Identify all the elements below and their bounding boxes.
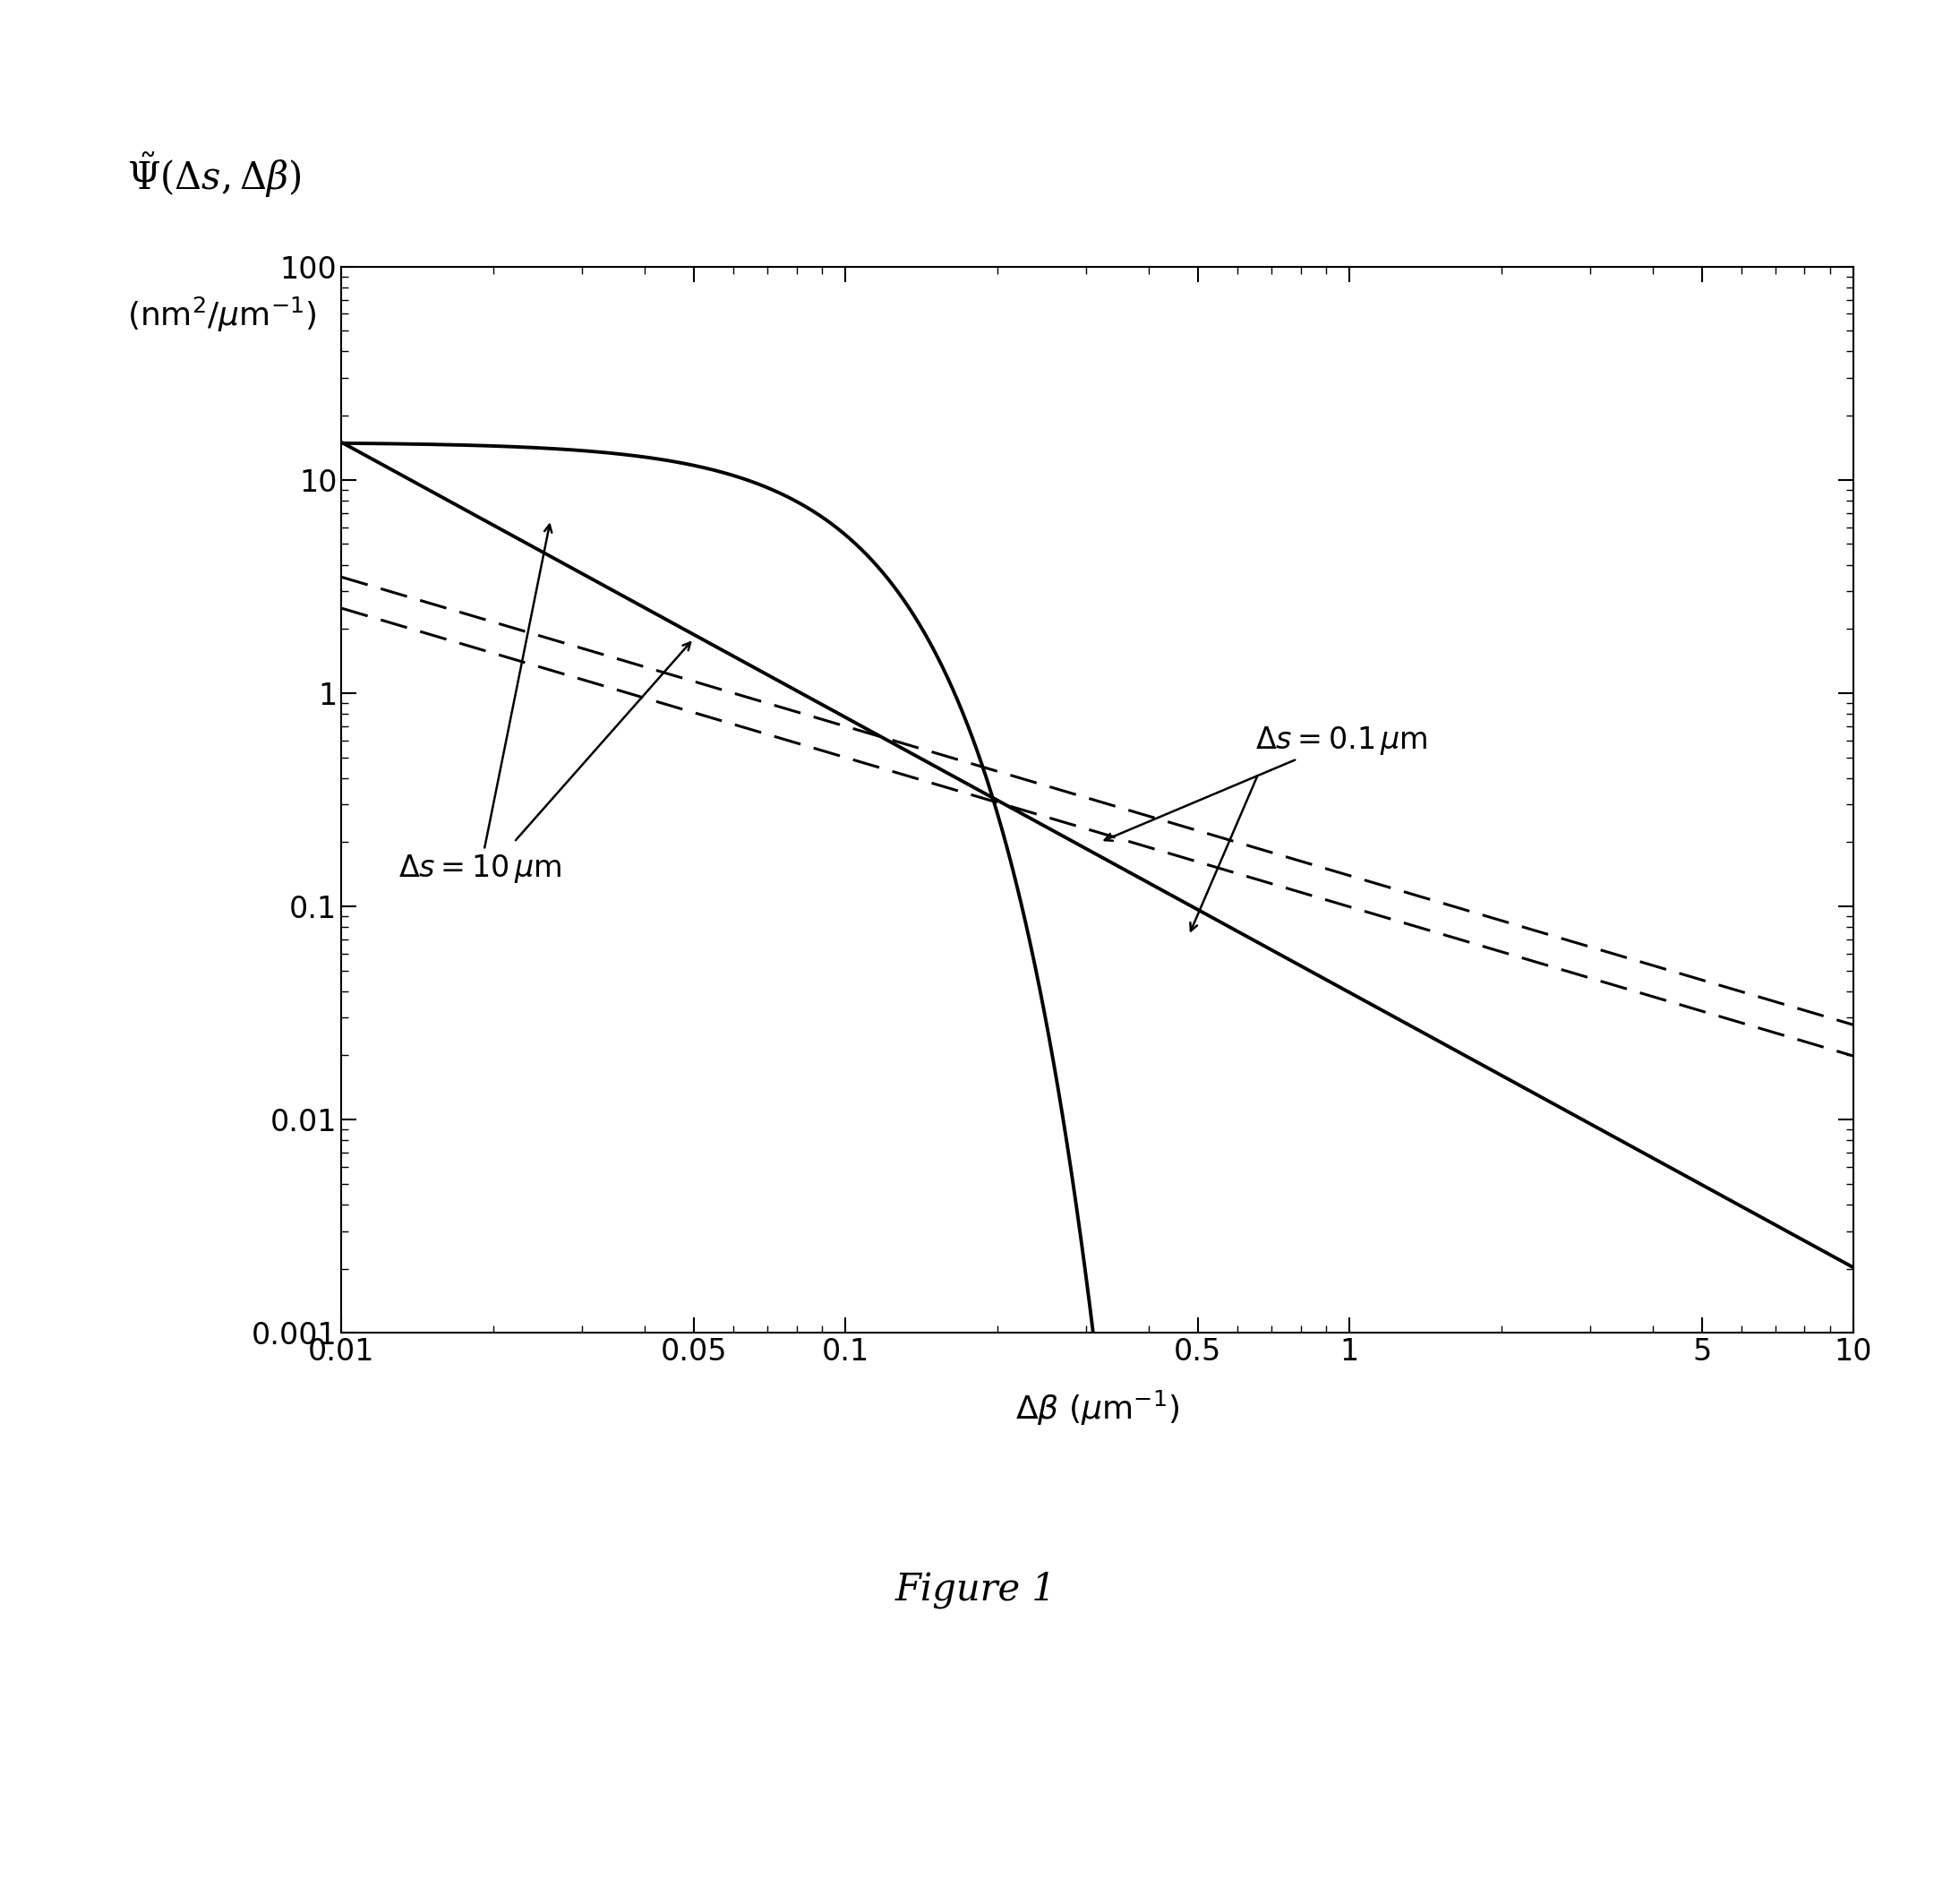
Text: (nm$^2$/$\mu$m$^{-1}$): (nm$^2$/$\mu$m$^{-1}$) — [127, 295, 316, 333]
X-axis label: $\Delta\beta$ ($\mu$m$^{-1}$): $\Delta\beta$ ($\mu$m$^{-1}$) — [1015, 1390, 1180, 1428]
Text: $\Delta s = 10\,\mu$m: $\Delta s = 10\,\mu$m — [398, 526, 562, 885]
Text: $\Delta s = 0.1\,\mu$m: $\Delta s = 0.1\,\mu$m — [1104, 724, 1428, 842]
Text: $\tilde{\Psi}(\Delta s, \Delta\beta)$: $\tilde{\Psi}(\Delta s, \Delta\beta)$ — [127, 150, 300, 200]
Text: Figure 1: Figure 1 — [896, 1571, 1055, 1609]
